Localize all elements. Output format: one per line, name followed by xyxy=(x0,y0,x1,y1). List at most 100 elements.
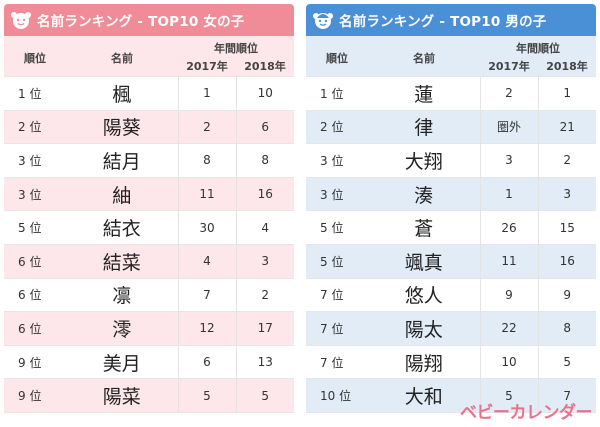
rank-cell: 5 位 xyxy=(4,210,66,245)
name-cell: 陽菜 xyxy=(66,378,178,413)
table-row: 7 位陽翔 10 5 xyxy=(306,344,596,379)
table-row: 10 位大和 5 7 xyxy=(306,378,596,413)
name-cell: 結衣 xyxy=(66,210,178,245)
girl-face-icon xyxy=(10,10,32,30)
table-row: 1 位楓 1 10 xyxy=(4,76,294,111)
rank-cell: 3 位 xyxy=(4,176,66,211)
rank-2017-cell: 圏外 xyxy=(479,109,538,144)
rank-2017-cell: 6 xyxy=(177,344,236,379)
girls-ranking-panel: 名前ランキング - TOP10 女の子 順位 名前 年間順位 2017年 201… xyxy=(4,4,294,413)
name-cell: 陽葵 xyxy=(66,109,178,144)
rank-2018-cell: 13 xyxy=(235,344,294,379)
rank-2017-cell: 12 xyxy=(177,311,236,346)
rank-cell: 5 位 xyxy=(306,210,368,245)
rank-cell: 3 位 xyxy=(4,143,66,178)
table-row: 2 位陽葵 2 6 xyxy=(4,109,294,144)
year-2018-header: 2018年 xyxy=(538,57,596,77)
rank-header: 順位 xyxy=(4,36,66,77)
name-cell: 大和 xyxy=(368,378,480,413)
rank-cell: 5 位 xyxy=(306,243,368,279)
table-row: 3 位結月 8 8 xyxy=(4,143,294,178)
rank-2018-cell: 2 xyxy=(537,143,596,178)
year-2017-header: 2017年 xyxy=(480,57,538,77)
rank-2018-cell: 10 xyxy=(235,76,294,111)
annual-rank-header: 年間順位 xyxy=(480,36,596,57)
rank-2018-cell: 3 xyxy=(235,243,294,279)
name-cell: 蒼 xyxy=(368,210,480,245)
table-row: 6 位澪 12 17 xyxy=(4,311,294,346)
name-cell: 美月 xyxy=(66,344,178,379)
rank-2017-cell: 1 xyxy=(479,176,538,211)
girls-title-bar: 名前ランキング - TOP10 女の子 xyxy=(4,4,294,36)
rank-2018-cell: 16 xyxy=(537,243,596,279)
boy-face-icon xyxy=(312,10,334,30)
rank-cell: 10 位 xyxy=(306,378,368,413)
girls-ranking-table: 順位 名前 年間順位 2017年 2018年 1 位楓 1 10 2 位陽葵 2 6 3 位… xyxy=(4,36,294,413)
rank-2018-cell: 3 xyxy=(537,176,596,211)
year-2018-header: 2018年 xyxy=(236,57,294,77)
rank-cell: 3 位 xyxy=(306,176,368,211)
name-cell: 悠人 xyxy=(368,277,480,312)
table-row: 3 位紬 11 16 xyxy=(4,176,294,211)
name-cell: 律 xyxy=(368,109,480,144)
rank-2017-cell: 5 xyxy=(177,378,236,413)
rank-2018-cell: 15 xyxy=(537,210,596,245)
rank-cell: 6 位 xyxy=(4,311,66,346)
rank-2018-cell: 5 xyxy=(235,378,294,413)
table-row: 2 位律圏外 21 xyxy=(306,109,596,144)
name-header: 名前 xyxy=(66,36,178,77)
table-row: 9 位陽菜 5 5 xyxy=(4,378,294,413)
rank-cell: 7 位 xyxy=(306,311,368,346)
name-cell: 陽翔 xyxy=(368,344,480,379)
rank-2018-cell: 8 xyxy=(235,143,294,178)
name-cell: 結月 xyxy=(66,143,178,178)
rank-2018-cell: 1 xyxy=(537,76,596,111)
boys-title: 名前ランキング - TOP10 男の子 xyxy=(339,14,547,30)
table-row: 6 位結菜 4 3 xyxy=(4,243,294,279)
rank-header: 順位 xyxy=(306,36,368,77)
girls-title: 名前ランキング - TOP10 女の子 xyxy=(37,14,245,30)
rank-2018-cell: 17 xyxy=(235,311,294,346)
name-cell: 楓 xyxy=(66,76,178,111)
table-row: 5 位蒼 26 15 xyxy=(306,210,596,245)
rank-2017-cell: 4 xyxy=(177,243,236,279)
rank-cell: 3 位 xyxy=(306,143,368,178)
rank-2017-cell: 1 xyxy=(177,76,236,111)
name-cell: 凛 xyxy=(66,277,178,312)
table-row: 5 位颯真 11 16 xyxy=(306,243,596,279)
rank-2017-cell: 5 xyxy=(479,378,538,413)
boys-title-bar: 名前ランキング - TOP10 男の子 xyxy=(306,4,596,36)
rank-2018-cell: 16 xyxy=(235,176,294,211)
table-row: 3 位大翔 3 2 xyxy=(306,143,596,178)
name-cell: 大翔 xyxy=(368,143,480,178)
name-cell: 湊 xyxy=(368,176,480,211)
boys-ranking-panel: 名前ランキング - TOP10 男の子 順位 名前 年間順位 2017年 201… xyxy=(306,4,596,413)
rank-cell: 9 位 xyxy=(4,378,66,413)
rank-2017-cell: 26 xyxy=(479,210,538,245)
name-cell: 紬 xyxy=(66,176,178,211)
rank-2017-cell: 7 xyxy=(177,277,236,312)
rank-cell: 1 位 xyxy=(4,76,66,111)
table-row: 7 位陽太 22 8 xyxy=(306,311,596,346)
table-row: 9 位美月 6 13 xyxy=(4,344,294,379)
rank-2018-cell: 5 xyxy=(537,344,596,379)
rank-cell: 2 位 xyxy=(4,109,66,144)
name-cell: 澪 xyxy=(66,311,178,346)
rank-cell: 6 位 xyxy=(4,243,66,279)
rank-2017-cell: 3 xyxy=(479,143,538,178)
rank-2017-cell: 2 xyxy=(479,76,538,111)
name-cell: 結菜 xyxy=(66,243,178,279)
rank-2017-cell: 22 xyxy=(479,311,538,346)
rank-2018-cell: 9 xyxy=(537,277,596,312)
rank-2018-cell: 2 xyxy=(235,277,294,312)
name-cell: 蓮 xyxy=(368,76,480,111)
rank-2018-cell: 21 xyxy=(537,109,596,144)
table-row: 5 位結衣 30 4 xyxy=(4,210,294,245)
name-cell: 颯真 xyxy=(368,243,480,279)
rank-2017-cell: 10 xyxy=(479,344,538,379)
rank-2017-cell: 9 xyxy=(479,277,538,312)
